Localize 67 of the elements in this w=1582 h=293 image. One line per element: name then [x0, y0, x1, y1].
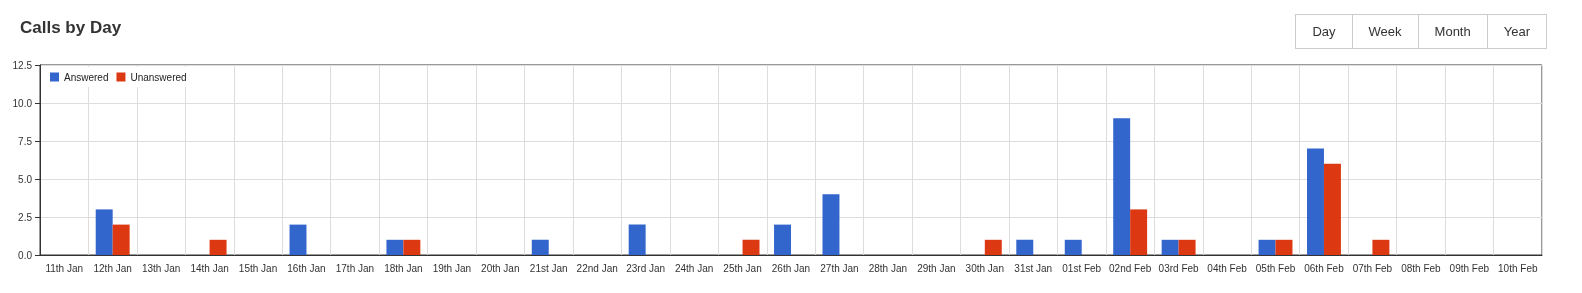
x-tick-label: 28th Jan: [868, 262, 908, 274]
bar: [984, 239, 1002, 255]
y-tick-label: 5.0: [18, 173, 33, 185]
x-tick-label: 07th Feb: [1352, 262, 1393, 274]
bar: [1323, 163, 1341, 255]
bar: [1113, 118, 1131, 255]
x-tick-label: 19th Jan: [432, 262, 472, 274]
bar: [628, 224, 646, 255]
x-tick-label: 01st Feb: [1062, 262, 1102, 274]
x-tick-label: 13th Jan: [141, 262, 181, 274]
x-tick-label: 29th Jan: [917, 262, 956, 274]
x-tick-label: 11th Jan: [45, 262, 84, 274]
text: Week: [1351, 14, 1419, 49]
x-tick-label: 16th Jan: [287, 262, 326, 274]
bar: [531, 239, 549, 255]
bar: [742, 239, 760, 255]
bar: [1130, 209, 1148, 255]
x-tick-label: 06th Feb: [1304, 262, 1345, 274]
x-tick-label: 02nd Feb: [1109, 262, 1152, 274]
bar: [1178, 239, 1196, 255]
x-tick-label: 23rd Jan: [626, 262, 666, 274]
legend-label: Answered: [64, 71, 109, 83]
x-tick-label: 20th Jan: [481, 262, 520, 274]
text: Year: [1486, 14, 1547, 49]
bar: [1016, 239, 1034, 255]
bar: [1161, 239, 1179, 255]
x-tick-label: 21st Jan: [529, 262, 568, 274]
bar: [209, 239, 227, 255]
x-tick-label: 24th Jan: [674, 262, 714, 274]
bar: [1258, 239, 1276, 255]
text: Day: [1295, 14, 1353, 49]
x-tick-label: 08th Feb: [1401, 262, 1442, 274]
x-tick-label: 14th Jan: [190, 262, 229, 274]
bar: [386, 239, 404, 255]
y-tick-label: 12.5: [12, 59, 33, 71]
x-tick-label: 22nd Jan: [576, 262, 618, 274]
bar: [1275, 239, 1293, 255]
legend-label: Unanswered: [130, 71, 187, 83]
text: Month: [1417, 14, 1488, 49]
bar: [1307, 148, 1324, 255]
chart-title: Calls by Day: [20, 18, 122, 38]
bar: [95, 209, 113, 255]
x-tick-label: 26th Jan: [771, 262, 811, 274]
x-tick-label: 03rd Feb: [1158, 262, 1200, 274]
x-tick-label: 27th Jan: [820, 262, 859, 274]
x-tick-label: 04th Feb: [1207, 262, 1248, 274]
y-tick-label: 7.5: [18, 135, 33, 147]
x-tick-label: 15th Jan: [238, 262, 278, 274]
y-tick-label: 2.5: [18, 211, 33, 223]
x-tick-label: 12th Jan: [93, 262, 132, 274]
x-tick-label: 18th Jan: [384, 262, 423, 274]
bar: [403, 239, 421, 255]
x-tick-label: 30th Jan: [965, 262, 1004, 274]
x-tick-label: 09th Feb: [1449, 262, 1490, 274]
x-tick-label: 31st Jan: [1014, 262, 1053, 274]
x-tick-label: 17th Jan: [335, 262, 375, 274]
bar: [822, 194, 840, 255]
bar: [1064, 239, 1082, 255]
x-tick-label: 05th Feb: [1255, 262, 1296, 274]
bar: [774, 224, 791, 255]
bar: [289, 224, 307, 255]
x-tick-label: 25th Jan: [723, 262, 762, 274]
y-tick-label: 10.0: [12, 97, 33, 109]
bar: [112, 224, 130, 255]
bar: [1372, 239, 1390, 255]
y-tick-label: 0.0: [18, 249, 33, 261]
x-tick-label: 10th Feb: [1498, 262, 1538, 274]
